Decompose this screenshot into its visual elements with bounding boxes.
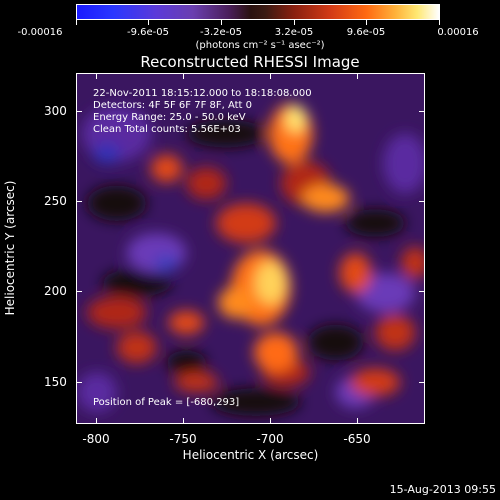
colorbar-label: 9.6e-05: [346, 27, 386, 38]
x-axis-title: Heliocentric X (arcsec): [182, 448, 319, 462]
colorbar-tick: [439, 20, 440, 25]
time-range-annotation: 22-Nov-2011 18:15:12.000 to 18:18:08.000: [93, 88, 312, 99]
x-tick: [183, 73, 184, 79]
clean-counts-annotation: Clean Total counts: 5.56E+03: [93, 124, 241, 135]
y-tick-label: 150: [44, 375, 67, 389]
colorbar-label: -9.6e-05: [127, 27, 169, 38]
detectors-annotation: Detectors: 4F 5F 6F 7F 8F, Att 0: [93, 100, 253, 111]
colorbar: [76, 4, 440, 20]
y-tick-label: 200: [44, 284, 67, 298]
x-tick: [357, 73, 358, 79]
y-tick-label: 250: [44, 194, 67, 208]
x-tick-label: -750: [169, 432, 197, 446]
colorbar-units: (photons cm⁻² s⁻¹ asec⁻²): [195, 40, 325, 51]
colorbar-tick: [76, 20, 77, 25]
x-tick: [96, 418, 97, 424]
colorbar-tick: [294, 20, 295, 25]
colorbar-tick: [221, 20, 222, 25]
x-tick: [183, 418, 184, 424]
heatmap-image: [77, 74, 424, 423]
colorbar-label: -3.2e-05: [200, 27, 242, 38]
y-tick: [76, 111, 82, 112]
x-tick-label: -800: [82, 432, 110, 446]
y-tick: [419, 111, 425, 112]
y-axis-title: Heliocentric Y (arcsec): [3, 180, 17, 316]
y-tick: [419, 291, 425, 292]
x-tick-label: -650: [343, 432, 371, 446]
y-tick-label: 300: [44, 104, 67, 118]
x-tick: [96, 73, 97, 79]
y-tick: [76, 382, 82, 383]
colorbar-label: 3.2e-05: [274, 27, 314, 38]
y-tick: [419, 382, 425, 383]
footer-timestamp: 15-Aug-2013 09:55: [389, 483, 496, 496]
plot-title: Reconstructed RHESSI Image: [140, 53, 360, 71]
x-tick: [357, 418, 358, 424]
y-tick: [419, 201, 425, 202]
x-tick: [270, 418, 271, 424]
y-tick: [76, 201, 82, 202]
image-plot[interactable]: 22-Nov-2011 18:15:12.000 to 18:18:08.000…: [76, 73, 425, 424]
x-tick-label: -700: [256, 432, 284, 446]
colorbar-tick: [366, 20, 367, 25]
colorbar-label: -0.00016: [17, 27, 63, 38]
x-tick: [270, 73, 271, 79]
colorbar-tick: [148, 20, 149, 25]
peak-position-annotation: Position of Peak = [-680,293]: [93, 397, 240, 408]
y-tick: [76, 291, 82, 292]
energy-range-annotation: Energy Range: 25.0 - 50.0 keV: [93, 112, 246, 123]
colorbar-label: 0.00016: [437, 27, 479, 38]
